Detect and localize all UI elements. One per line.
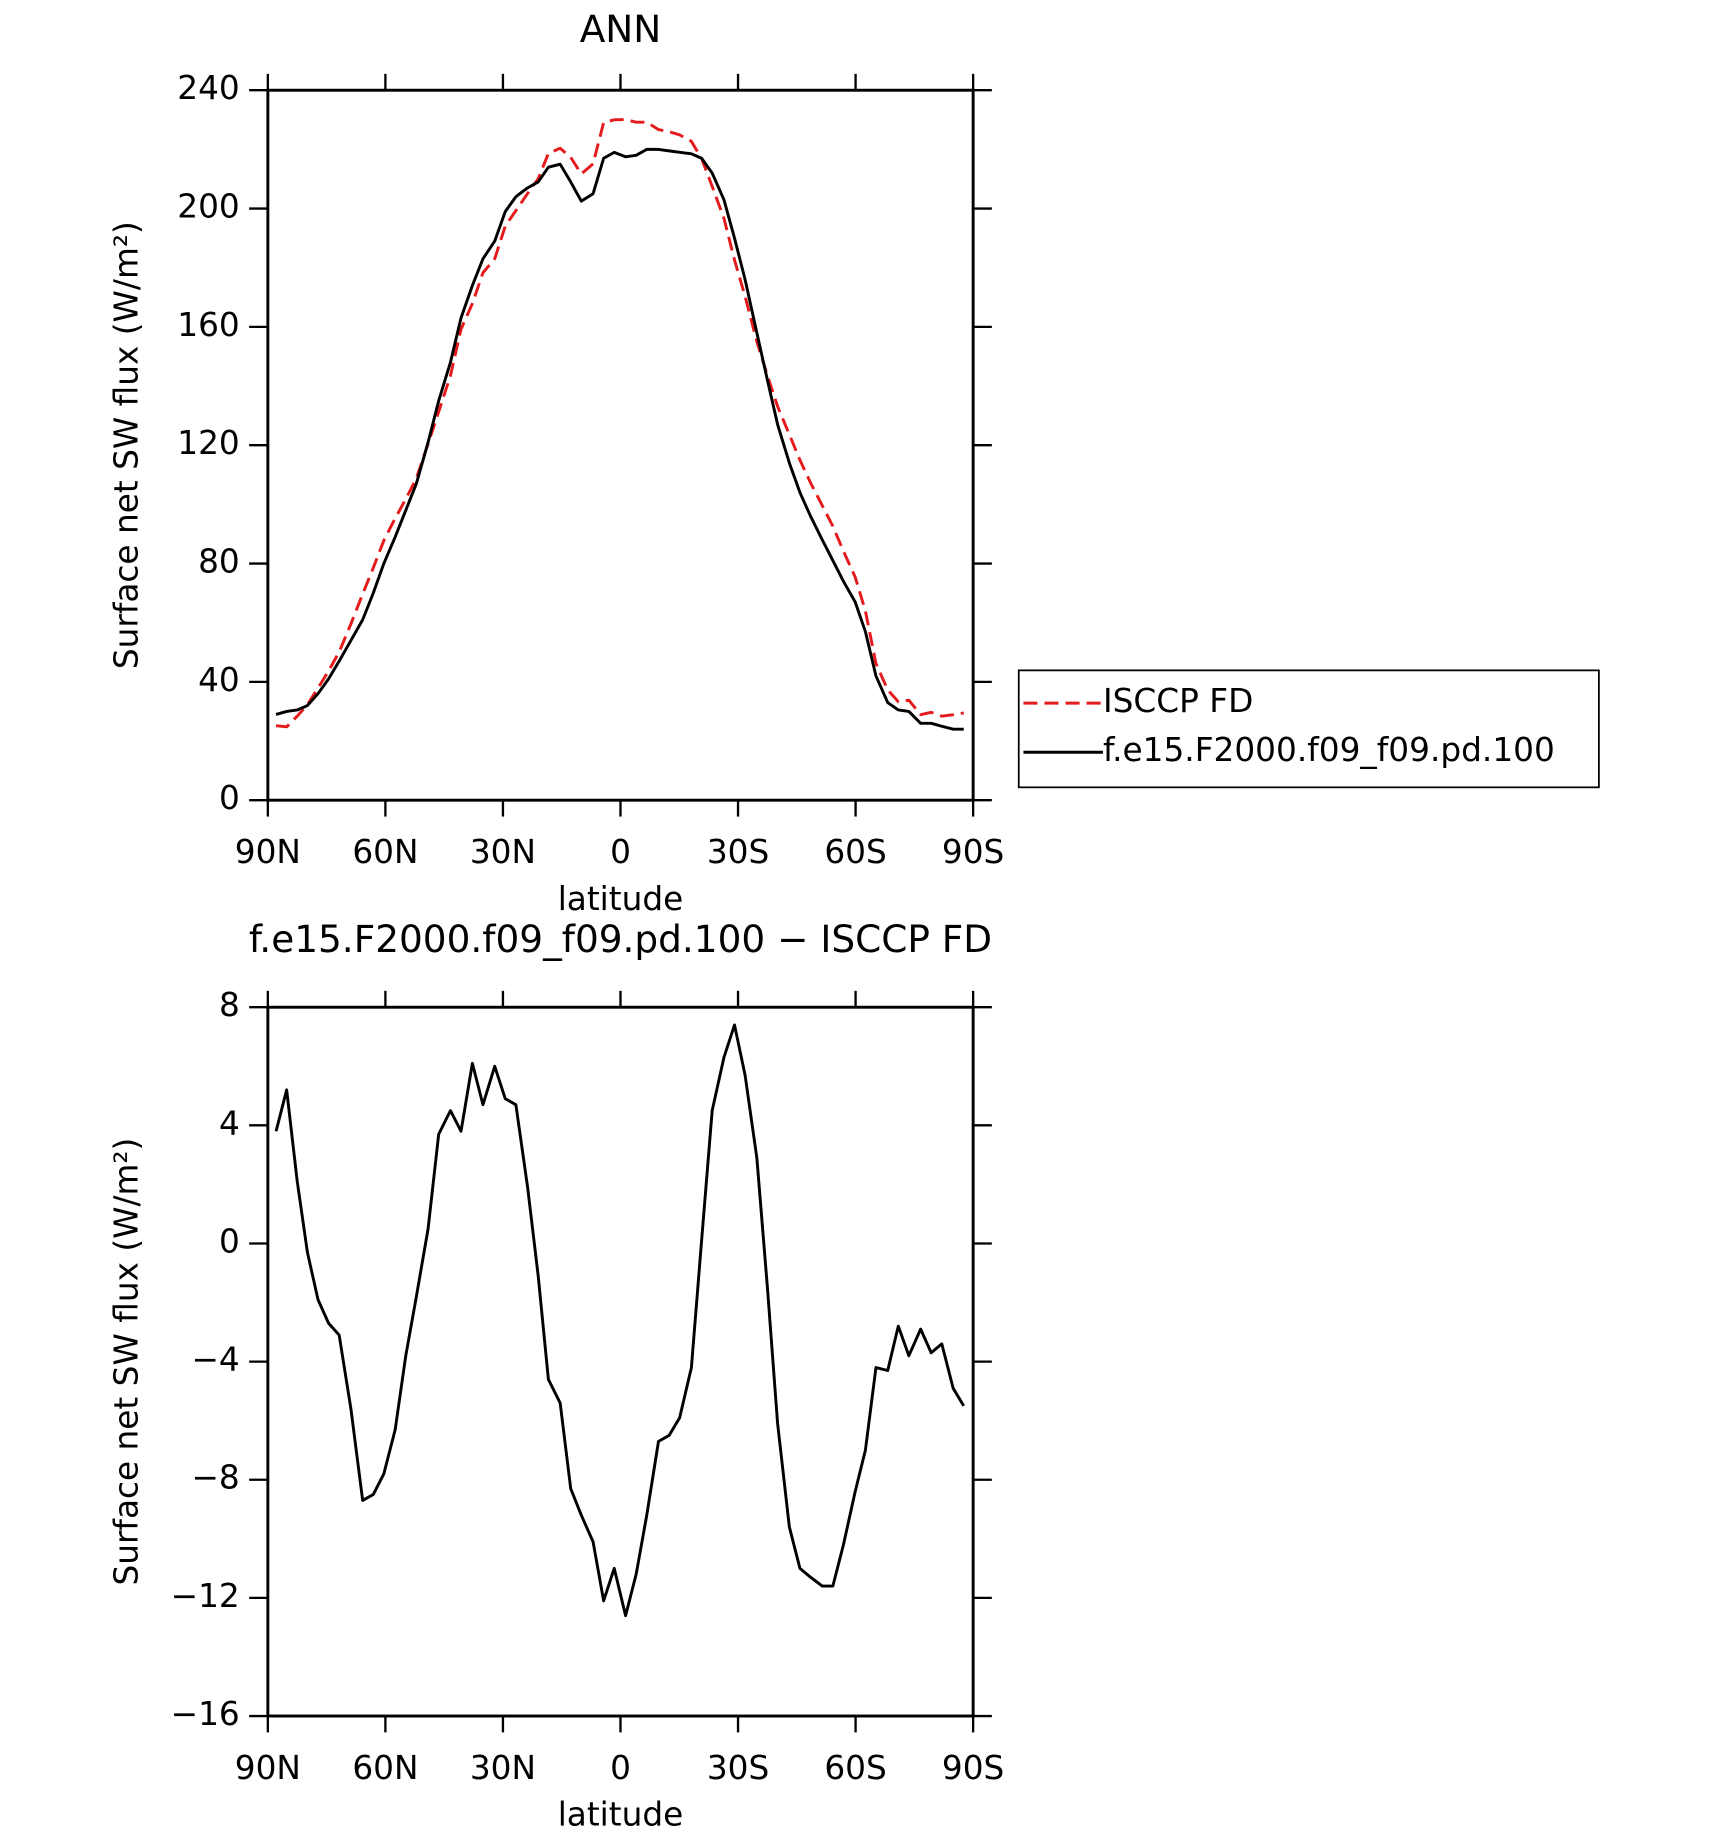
data-line: [274, 1023, 965, 1618]
chart-title: ANN: [580, 7, 662, 51]
y-tick-label: 240: [177, 69, 239, 107]
legend-label: ISCCP FD: [1103, 682, 1253, 720]
y-tick-label: 160: [177, 306, 239, 344]
x-axis-label: latitude: [558, 880, 684, 918]
y-tick-label: 200: [177, 188, 239, 226]
y-tick-label: 120: [177, 424, 239, 462]
y-tick-label: 0: [219, 779, 240, 817]
x-tick-label: 60S: [824, 1749, 886, 1787]
y-tick-label: −12: [171, 1577, 240, 1615]
y-tick-label: 8: [219, 986, 240, 1024]
y-tick-label: 40: [198, 661, 240, 699]
plot-frame: [266, 1005, 975, 1718]
x-tick-label: 60N: [352, 833, 418, 871]
x-tick-label: 90S: [942, 833, 1004, 871]
x-tick-label: 90S: [942, 1749, 1004, 1787]
data-line: [275, 147, 964, 731]
x-tick-label: 0: [610, 1749, 631, 1787]
x-tick-label: 30N: [470, 1749, 536, 1787]
y-axis-label: Surface net SW flux (W/m²): [108, 221, 146, 669]
x-axis-label: latitude: [558, 1796, 684, 1834]
x-tick-label: 0: [610, 833, 631, 871]
y-tick-label: −16: [171, 1695, 240, 1733]
data-line: [275, 118, 964, 729]
y-tick-label: −8: [192, 1459, 240, 1497]
x-tick-label: 60N: [352, 1749, 418, 1787]
x-tick-label: 30S: [707, 1749, 769, 1787]
y-tick-label: −4: [192, 1341, 240, 1379]
chart-title: f.e15.F2000.f09_f09.pd.100 − ISCCP FD: [249, 917, 992, 961]
y-tick-label: 0: [219, 1222, 240, 1260]
x-tick-label: 90N: [235, 833, 301, 871]
x-tick-label: 60S: [824, 833, 886, 871]
plot-frame: [266, 88, 975, 802]
y-axis-label: Surface net SW flux (W/m²): [108, 1138, 146, 1586]
x-tick-label: 30N: [470, 833, 536, 871]
y-tick-label: 80: [198, 543, 240, 581]
legend-label: f.e15.F2000.f09_f09.pd.100: [1103, 731, 1555, 769]
y-tick-label: 4: [219, 1104, 240, 1142]
x-tick-label: 30S: [707, 833, 769, 871]
legend-box: [1017, 669, 1600, 789]
x-tick-label: 90N: [235, 1749, 301, 1787]
